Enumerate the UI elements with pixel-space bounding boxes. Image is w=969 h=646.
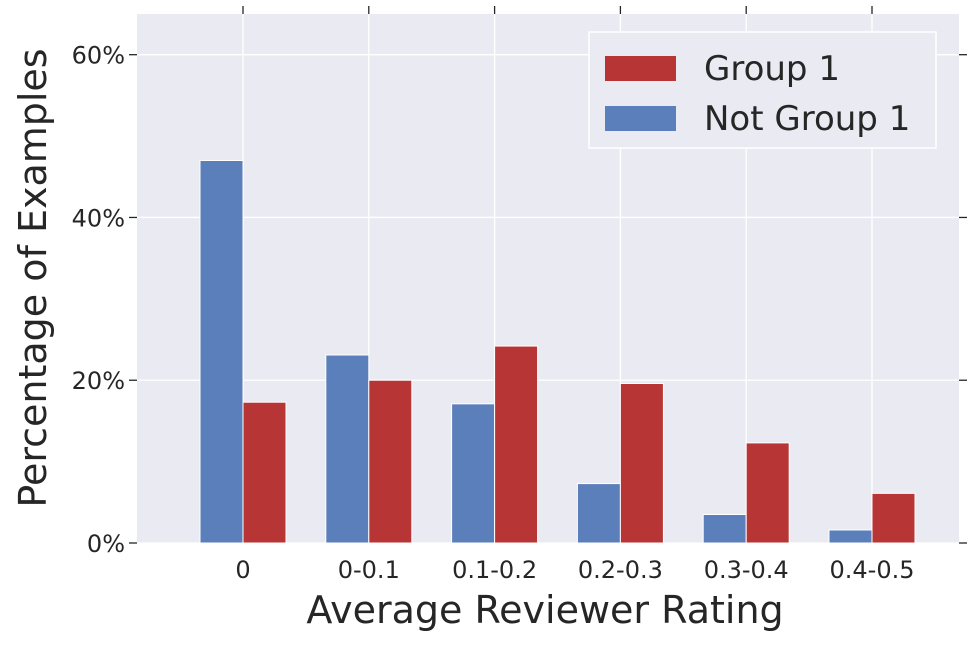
bar-group-1-0 (242, 401, 287, 544)
y-axis-ticks: 0% 20% 40% 60% (72, 42, 967, 558)
bar-group-1-4 (745, 442, 790, 544)
x-tick-label: 0.4-0.5 (830, 556, 915, 584)
y-tick-label: 0% (87, 530, 125, 558)
legend-swatch-group-1 (605, 56, 676, 81)
legend: Group 1 Not Group 1 (588, 31, 937, 149)
bar-not-group-1-5 (828, 529, 873, 544)
bar-not-group-1-4 (702, 514, 747, 544)
legend-swatch-not-group-1 (605, 106, 676, 131)
bar-not-group-1-2 (451, 403, 496, 544)
x-tick-label: 0 (235, 556, 250, 584)
y-axis-title: Percentage of Examples (11, 48, 55, 507)
bar-group-1-3 (619, 382, 664, 544)
x-tick-label: 0-0.1 (338, 556, 400, 584)
bar-not-group-1-3 (576, 483, 621, 544)
bar-not-group-1-0 (199, 159, 244, 544)
x-axis-title: Average Reviewer Rating (306, 588, 783, 632)
bars (199, 159, 916, 544)
bar-group-1-1 (368, 379, 413, 544)
x-tick-label: 0.3-0.4 (704, 556, 789, 584)
y-tick-label: 20% (72, 367, 125, 395)
y-tick-label: 40% (72, 204, 125, 232)
legend-label-not-group-1: Not Group 1 (704, 99, 910, 139)
x-tick-label: 0.2-0.3 (578, 556, 663, 584)
bar-group-1-5 (871, 492, 916, 544)
x-tick-label: 0.1-0.2 (452, 556, 537, 584)
x-axis-ticks: 0 0-0.1 0.1-0.2 0.2-0.3 0.3-0.4 0.4-0.5 (235, 6, 915, 584)
bar-group-1-2 (494, 345, 539, 544)
y-tick-label: 60% (72, 42, 125, 70)
bar-not-group-1-1 (325, 354, 370, 544)
legend-label-group-1: Group 1 (704, 49, 840, 89)
